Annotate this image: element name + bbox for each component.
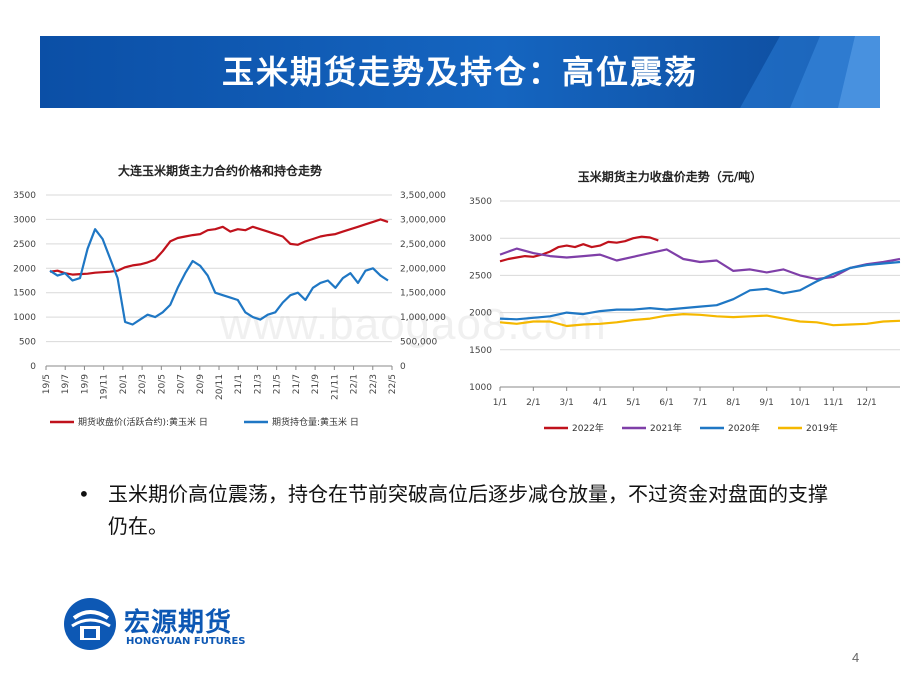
bullet-dot-icon: • bbox=[78, 482, 90, 506]
chart1-y2-tick-label: 3,500,000 bbox=[400, 191, 446, 201]
chart1-y2-tick-label: 500,000 bbox=[400, 338, 437, 348]
chart1-y-tick-label: 3000 bbox=[13, 215, 36, 225]
chart1-y-tick-label: 1500 bbox=[13, 289, 36, 299]
chart1-x-tick-label: 19/11 bbox=[100, 374, 110, 400]
chart1-x-tick-label: 22/1 bbox=[350, 374, 360, 394]
chart1-y-tick-label: 500 bbox=[19, 338, 36, 348]
chart2-legend-label: 2019年 bbox=[806, 422, 838, 434]
logo-english-text: HONGYUAN FUTURES bbox=[126, 636, 246, 647]
chart2-x-tick-label: 5/1 bbox=[626, 398, 640, 408]
chart2-y-tick-label: 2000 bbox=[469, 309, 492, 319]
chart2-x-tick-label: 3/1 bbox=[559, 398, 573, 408]
page-number: 4 bbox=[852, 650, 860, 665]
chart1-x-tick-label: 21/5 bbox=[273, 374, 283, 394]
chart1-y2-tick-label: 1,000,000 bbox=[400, 313, 446, 323]
chart1-x-tick-label: 21/1 bbox=[234, 374, 244, 394]
chart2-x-tick-label: 1/1 bbox=[493, 398, 507, 408]
chart2-x-tick-label: 6/1 bbox=[659, 398, 673, 408]
logo-chinese-text: 宏源期货 bbox=[124, 608, 233, 638]
chart1-series-line-0 bbox=[49, 218, 389, 276]
chart2-legend-label: 2020年 bbox=[728, 422, 760, 434]
chart2-x-tick-label: 8/1 bbox=[726, 398, 740, 408]
chart2-y-tick-label: 1000 bbox=[469, 383, 492, 393]
chart1-legend-label: 期货持仓量:黄玉米 日 bbox=[272, 416, 359, 428]
chart1-x-tick-label: 19/7 bbox=[61, 374, 71, 394]
chart1-x-tick-label: 20/11 bbox=[215, 374, 225, 400]
chart1-y2-tick-label: 3,000,000 bbox=[400, 215, 446, 225]
chart1-x-tick-label: 21/3 bbox=[253, 374, 263, 394]
chart1-y2-tick-label: 1,500,000 bbox=[400, 289, 446, 299]
chart2-y-tick-label: 2500 bbox=[469, 271, 492, 281]
chart2-legend-label: 2022年 bbox=[572, 422, 604, 434]
company-logo: 宏源期货 HONGYUAN FUTURES bbox=[62, 596, 272, 656]
chart1-y2-tick-label: 0 bbox=[400, 362, 406, 372]
chart1-x-tick-label: 22/3 bbox=[369, 374, 379, 394]
chart2-x-tick-label: 7/1 bbox=[693, 398, 707, 408]
chart1-title: 大连玉米期货主力合约价格和持仓走势 bbox=[117, 164, 322, 178]
chart2-series-line-2 bbox=[499, 260, 901, 321]
chart2-x-tick-label: 4/1 bbox=[593, 398, 607, 408]
chart1-x-tick-label: 21/9 bbox=[311, 374, 321, 394]
chart1-y-tick-label: 2000 bbox=[13, 264, 36, 274]
title-banner: 玉米期货走势及持仓：高位震荡 bbox=[40, 36, 880, 108]
chart2-series-line-3 bbox=[499, 313, 901, 328]
chart1-y-tick-label: 3500 bbox=[13, 191, 36, 201]
chart1-y2-tick-label: 2,000,000 bbox=[400, 264, 446, 274]
chart1-x-tick-label: 20/7 bbox=[177, 374, 187, 394]
chart1-x-tick-label: 20/3 bbox=[138, 374, 148, 394]
logo-mark-icon bbox=[64, 598, 116, 650]
chart1-y-tick-label: 2500 bbox=[13, 240, 36, 250]
chart2-y-tick-label: 3000 bbox=[469, 234, 492, 244]
banner-stripe-decoration bbox=[740, 36, 880, 108]
chart2-x-tick-label: 10/1 bbox=[790, 398, 810, 408]
chart1-x-tick-label: 20/1 bbox=[119, 374, 129, 394]
chart2-series-line-0 bbox=[499, 235, 659, 263]
chart2-y-tick-label: 1500 bbox=[469, 346, 492, 356]
chart1-x-tick-label: 19/5 bbox=[42, 374, 52, 394]
chart2-title: 玉米期货主力收盘价走势（元/吨） bbox=[577, 170, 763, 184]
chart2-legend-label: 2021年 bbox=[650, 422, 682, 434]
chart1-x-tick-label: 21/11 bbox=[330, 374, 340, 400]
slide-title: 玉米期货走势及持仓：高位震荡 bbox=[221, 53, 698, 91]
chart2-x-tick-label: 2/1 bbox=[526, 398, 540, 408]
chart2-y-tick-label: 3500 bbox=[469, 197, 492, 207]
chart1-y2-tick-label: 2,500,000 bbox=[400, 240, 446, 250]
chart1-x-tick-label: 20/9 bbox=[196, 374, 206, 394]
chart1-series-line-1 bbox=[49, 228, 389, 326]
chart2-x-tick-label: 9/1 bbox=[759, 398, 773, 408]
chart1-legend-label: 期货收盘价(活跃合约):黄玉米 日 bbox=[78, 416, 208, 428]
chart1-x-tick-label: 19/9 bbox=[80, 374, 90, 394]
bullet-text: 玉米期价高位震荡，持仓在节前突破高位后逐步减仓放量，不过资金对盘面的支撑仍在。 bbox=[108, 482, 828, 538]
chart1-y-tick-label: 0 bbox=[30, 362, 36, 372]
chart2-x-tick-label: 12/1 bbox=[857, 398, 877, 408]
chart2-x-tick-label: 11/1 bbox=[823, 398, 843, 408]
chart1-y-tick-label: 1000 bbox=[13, 313, 36, 323]
watermark-text: www.baogao8.com bbox=[220, 300, 607, 349]
chart1-x-tick-label: 21/7 bbox=[292, 374, 302, 394]
chart2-series-line-1 bbox=[499, 247, 901, 281]
chart1-x-tick-label: 22/5 bbox=[388, 374, 398, 394]
chart1-x-tick-label: 20/5 bbox=[157, 374, 167, 394]
